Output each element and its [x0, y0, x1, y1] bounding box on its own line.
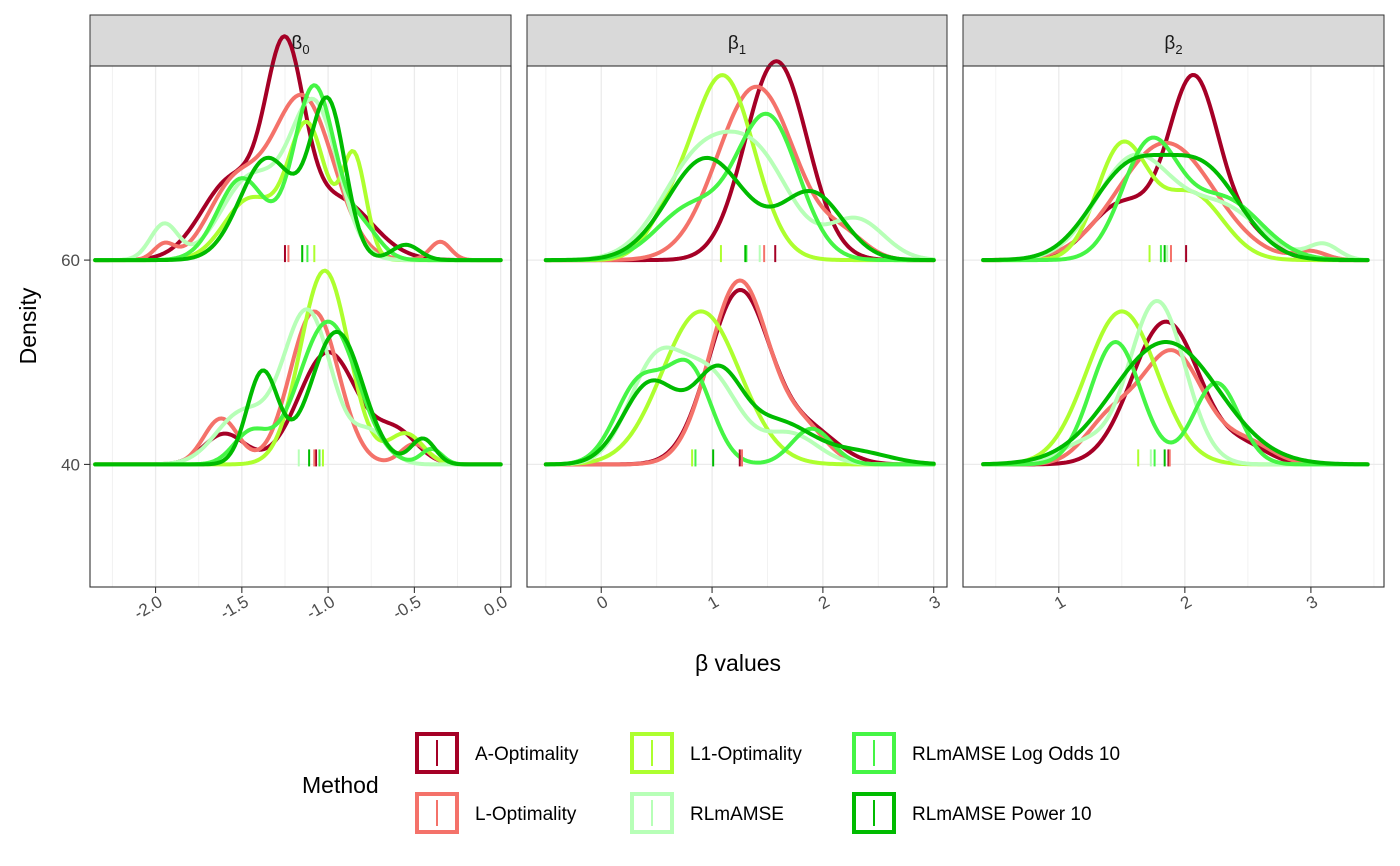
x-tick-label: 3 [1303, 592, 1321, 613]
x-tick-label: 1 [1051, 592, 1069, 613]
x-axis-title: β values [695, 650, 781, 676]
plot-background [90, 66, 511, 587]
legend-label: RLmAMSE [690, 804, 784, 825]
facet-strip-symbol: β [291, 33, 302, 54]
x-tick-label: -1.0 [303, 592, 338, 623]
x-tick-label: 0 [594, 592, 612, 613]
y-axis-title: Density [15, 287, 41, 364]
facet-strip-subscript: 1 [739, 42, 746, 57]
legend-item-l-optimality: L-Optimality [415, 792, 577, 834]
legend-label: L-Optimality [475, 804, 577, 825]
legend: Method A-Optimality L-Optimality L1-Optima… [302, 732, 1120, 834]
x-tick-label: -0.5 [390, 592, 425, 623]
density-curve-rlmamse-log-odds-10 [981, 135, 1370, 263]
facet-strip [89, 14, 512, 67]
legend-item-a-optimality: A-Optimality [415, 732, 579, 774]
legend-label: L1-Optimality [690, 744, 802, 765]
density-curve-rlmamse-power-10 [543, 363, 936, 467]
facet-strip-label: β2 [1164, 33, 1182, 57]
legend-label: A-Optimality [475, 744, 579, 765]
density-curve-rlmamse-power-10 [93, 95, 503, 263]
density-curve-l-optimality [93, 92, 503, 263]
density-curve-rlmamse-power-10 [543, 155, 936, 263]
panel-border [526, 65, 948, 588]
legend-item-rlmamse: RLmAMSE [630, 792, 784, 834]
density-curves [543, 59, 936, 467]
x-tick-label: 2 [815, 592, 833, 613]
legend-title: Method [302, 772, 379, 798]
legend-label: RLmAMSE Power 10 [912, 804, 1092, 825]
y-tick-label: 40 [61, 455, 80, 474]
legend-item-rlmamse-log-odds-10: RLmAMSE Log Odds 10 [852, 732, 1120, 774]
legend-item-rlmamse-power-10: RLmAMSE Power 10 [852, 792, 1092, 834]
x-tick-label: -1.5 [217, 592, 252, 623]
density-curve-rlmamse-power-10 [981, 152, 1370, 263]
facet-strip-symbol: β [728, 33, 739, 54]
density-curves [93, 34, 503, 467]
facet-strip-label: β0 [291, 33, 309, 57]
density-curve-rlmamse-power-10 [93, 329, 503, 467]
x-tick-label: -2.0 [131, 592, 166, 623]
facet-panel-0: β0 -2.0 -1.5 -1.0 -0.5 0.0 [89, 14, 512, 623]
density-curves [981, 72, 1370, 467]
facet-panel-2: β21 2 3 [962, 14, 1385, 613]
facet-strip-symbol: β [1164, 33, 1175, 54]
x-tick-label: 0.0 [481, 592, 511, 620]
legend-label: RLmAMSE Log Odds 10 [912, 744, 1120, 765]
x-tick-label: 1 [704, 592, 722, 613]
y-tick-label: 60 [61, 251, 80, 270]
density-curve-rlmamse-power-10 [981, 340, 1370, 467]
plot-background [527, 66, 947, 587]
x-tick-label: 2 [1177, 592, 1195, 613]
facet-panel-1: β10 1 2 3 [526, 14, 948, 613]
panel-border [89, 65, 512, 588]
panel-border [962, 65, 1385, 588]
facet-strip [962, 14, 1385, 67]
legend-item-l1-optimality: L1-Optimality [630, 732, 802, 774]
density-curve-rlmamse-log-odds-10 [981, 340, 1370, 467]
facet-strip [526, 14, 948, 67]
facet-strip-subscript: 0 [302, 42, 309, 57]
facet-strip-label: β1 [728, 33, 746, 57]
facet-strip-subscript: 2 [1175, 42, 1182, 57]
x-tick-label: 3 [926, 592, 944, 613]
